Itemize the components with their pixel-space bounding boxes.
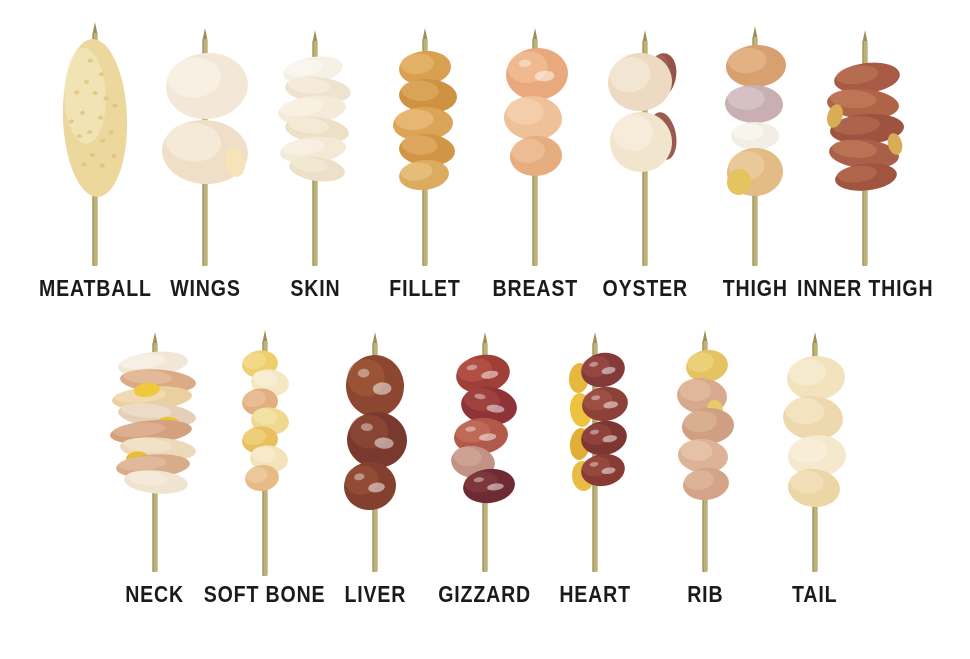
skewer-label: GIZZARD: [438, 581, 532, 608]
skewer-photo: [393, 28, 457, 266]
skewer-item-breast: BREAST: [480, 12, 590, 300]
skewer-photo: [62, 22, 128, 266]
skewer-item-rib: RIB: [650, 318, 760, 606]
skewer-item-oyster: OYSTER: [590, 12, 700, 300]
skewer-item-liver: LIVER: [320, 318, 430, 606]
skewer-label: MEATBALL: [38, 275, 152, 301]
skewer-label: RIB: [686, 581, 724, 608]
skewer-label: THIGH: [722, 275, 788, 301]
skewer-label: TAIL: [792, 581, 838, 608]
skewer-photo: [504, 28, 568, 266]
skewer-item-meatball: MEATBALL: [38, 12, 152, 301]
skewer-item-fillet: FILLET: [370, 12, 480, 300]
skewer-label: FILLET: [389, 275, 461, 301]
skewer-photo: [162, 28, 248, 266]
yakitori-skewer-guide: MEATBALL WINGS SKIN FILLET BREAST OYSTER…: [0, 12, 970, 659]
skewer-label: SOFT BONE: [204, 581, 326, 608]
skewer-photo: [783, 332, 846, 573]
skewer-label: WINGS: [169, 275, 241, 301]
skewer-row-top: MEATBALL WINGS SKIN FILLET BREAST OYSTER…: [38, 12, 932, 301]
skewer-label: INNER THIGH: [796, 275, 934, 301]
skewer-item-neck: NECK: [100, 318, 210, 606]
skewer-photo: [608, 30, 677, 266]
skewer-label: OYSTER: [602, 275, 688, 301]
skewer-label: BREAST: [492, 275, 578, 301]
skewer-photo: [677, 330, 734, 573]
skewer-photo: [725, 26, 786, 266]
skewer-item-skin: SKIN: [260, 12, 370, 300]
skewer-item-soft-bone: SOFT BONE: [204, 318, 325, 606]
skewer-label: HEART: [559, 581, 631, 608]
skewer-item-inner-thigh: INNER THIGH: [797, 12, 932, 300]
skewer-photo: [110, 332, 196, 573]
skewer-item-thigh: THIGH: [700, 12, 810, 300]
skewer-photo: [568, 332, 628, 573]
skewer-label: SKIN: [289, 275, 341, 301]
skewer-item-heart: HEART: [540, 318, 650, 606]
skewer-row-bottom: NECK SOFT BONE LIVER GIZZARD HEART RIB T…: [100, 318, 870, 606]
skewer-photo: [278, 30, 351, 266]
skewer-photo: [344, 332, 407, 573]
skewer-label: NECK: [125, 581, 185, 608]
skewer-item-tail: TAIL: [760, 318, 870, 606]
skewer-label: LIVER: [344, 581, 406, 608]
skewer-photo: [451, 332, 517, 573]
skewer-photo: [242, 330, 289, 577]
skewer-item-gizzard: GIZZARD: [430, 318, 540, 606]
skewer-item-wings: WINGS: [150, 12, 260, 300]
skewer-photo: [827, 30, 904, 266]
